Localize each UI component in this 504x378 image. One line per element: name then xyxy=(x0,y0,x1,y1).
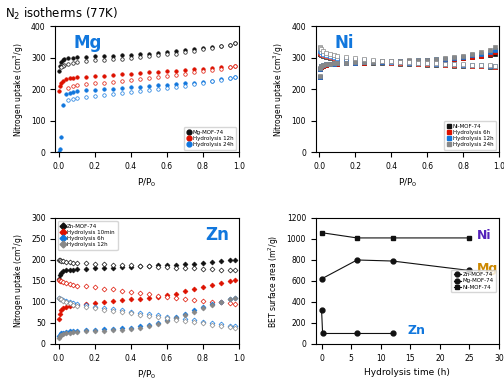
Text: Zn: Zn xyxy=(206,226,230,243)
Y-axis label: Nitrogen uptake (cm$^3$/g): Nitrogen uptake (cm$^3$/g) xyxy=(11,234,26,328)
Legend: Ni-MOF-74, Hydrolysis 6h, Hydrolysis 12h, Hydrolysis 24h: Ni-MOF-74, Hydrolysis 6h, Hydrolysis 12h… xyxy=(444,121,496,150)
Text: Ni: Ni xyxy=(477,229,491,242)
Text: N$_2$ isotherms (77K): N$_2$ isotherms (77K) xyxy=(5,6,118,22)
Y-axis label: Nitrogen uptake (cm$^3$/g): Nitrogen uptake (cm$^3$/g) xyxy=(271,42,286,136)
X-axis label: Hydrolysis time (h): Hydrolysis time (h) xyxy=(364,368,450,377)
Legend: Mg-MOF-74, Hydrolysis 12h, Hydrolysis 24h: Mg-MOF-74, Hydrolysis 12h, Hydrolysis 24… xyxy=(183,127,236,150)
Legend: Zn-MOF-74, Mg-MOF-74, Ni-MOF-74: Zn-MOF-74, Mg-MOF-74, Ni-MOF-74 xyxy=(451,270,496,292)
X-axis label: P/P$_0$: P/P$_0$ xyxy=(137,368,157,378)
Text: Ni: Ni xyxy=(334,34,353,52)
Text: Zn: Zn xyxy=(407,324,425,337)
Y-axis label: BET surface area (m$^2$/g): BET surface area (m$^2$/g) xyxy=(267,234,281,328)
X-axis label: P/P$_0$: P/P$_0$ xyxy=(398,177,417,189)
Text: Mg: Mg xyxy=(477,262,498,275)
Legend: Zn-MOF-74, Hydrolysis 10min, Hydrolysis 6h, Hydrolysis 12h: Zn-MOF-74, Hydrolysis 10min, Hydrolysis … xyxy=(58,221,117,249)
X-axis label: P/P$_0$: P/P$_0$ xyxy=(137,177,157,189)
Text: Mg: Mg xyxy=(74,34,102,52)
Y-axis label: Nitrogen uptake (cm$^3$/g): Nitrogen uptake (cm$^3$/g) xyxy=(11,42,26,136)
